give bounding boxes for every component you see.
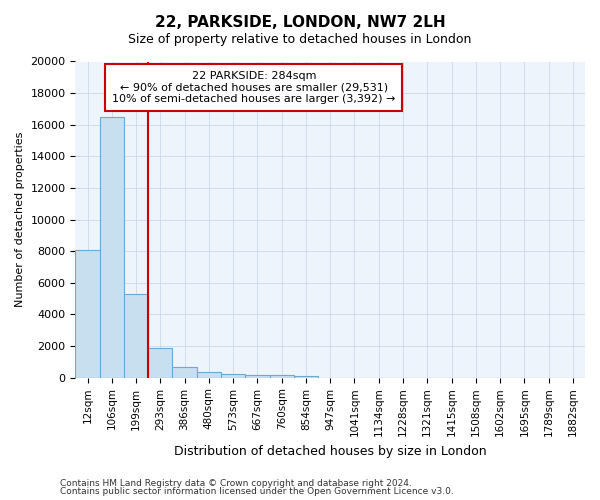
Bar	[100, 117, 124, 378]
Text: Contains HM Land Registry data © Crown copyright and database right 2024.: Contains HM Land Registry data © Crown c…	[60, 478, 412, 488]
Bar	[148, 348, 172, 378]
Text: 22, PARKSIDE, LONDON, NW7 2LH: 22, PARKSIDE, LONDON, NW7 2LH	[155, 15, 445, 30]
Bar	[245, 375, 269, 378]
Text: Contains public sector information licensed under the Open Government Licence v3: Contains public sector information licen…	[60, 487, 454, 496]
Text: Size of property relative to detached houses in London: Size of property relative to detached ho…	[128, 32, 472, 46]
Bar	[269, 375, 294, 378]
Bar	[76, 250, 100, 378]
Text: 22 PARKSIDE: 284sqm
← 90% of detached houses are smaller (29,531)
10% of semi-de: 22 PARKSIDE: 284sqm ← 90% of detached ho…	[112, 71, 395, 104]
Bar	[294, 376, 318, 378]
Bar	[197, 372, 221, 378]
Bar	[124, 294, 148, 378]
Y-axis label: Number of detached properties: Number of detached properties	[15, 132, 25, 308]
X-axis label: Distribution of detached houses by size in London: Distribution of detached houses by size …	[174, 444, 487, 458]
Bar	[221, 374, 245, 378]
Bar	[172, 366, 197, 378]
